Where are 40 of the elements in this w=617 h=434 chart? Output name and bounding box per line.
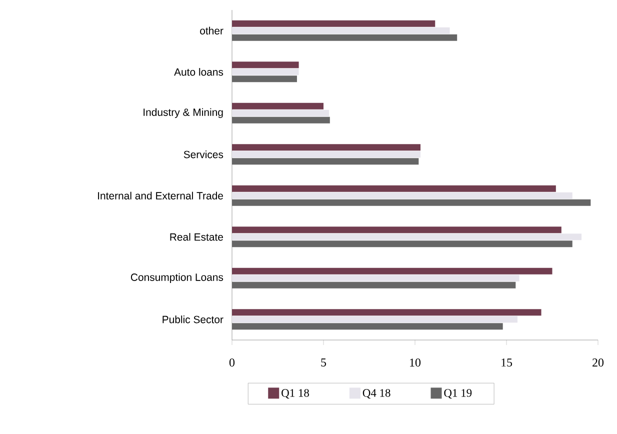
bar — [232, 268, 552, 274]
bar — [232, 116, 330, 124]
bar — [232, 240, 572, 248]
bar — [232, 151, 420, 158]
bar — [232, 27, 450, 34]
y-tick-label: Public Sector — [162, 316, 224, 324]
y-tick-label: Internal and External Trade — [98, 192, 223, 200]
x-tick-label: 20 — [592, 358, 604, 367]
y-tick-label: Auto loans — [174, 68, 224, 76]
bar — [232, 226, 562, 234]
y-tick-label: Industry & Mining — [144, 108, 223, 118]
bar — [232, 274, 520, 282]
legend-label: Q1 19 — [444, 389, 472, 399]
bar — [232, 144, 420, 151]
bar — [232, 20, 436, 27]
bar — [232, 199, 591, 206]
y-tick-label: Services — [184, 150, 224, 158]
bar — [232, 62, 299, 68]
bar — [232, 110, 329, 116]
bar — [232, 192, 572, 199]
bar — [232, 102, 324, 110]
bar — [232, 323, 503, 330]
bar — [232, 158, 419, 165]
bar — [232, 282, 516, 288]
bar — [232, 68, 299, 76]
x-tick-label: 0 — [229, 358, 235, 367]
bar — [232, 76, 297, 82]
bar — [232, 234, 582, 240]
bar — [232, 309, 542, 316]
x-tick-label: 15 — [502, 358, 512, 367]
y-tick-label: Consumption Loans — [130, 273, 224, 284]
bar — [232, 316, 518, 323]
legend-label: Q4 18 — [362, 389, 390, 399]
y-tick-label: other — [200, 26, 224, 34]
x-tick-label: 10 — [410, 358, 421, 367]
legend-label: Q1 18 — [282, 389, 309, 399]
x-tick-label: 5 — [321, 358, 326, 366]
y-tick-label: Real Estate — [170, 233, 223, 241]
bar — [232, 34, 458, 41]
bar — [232, 185, 556, 192]
